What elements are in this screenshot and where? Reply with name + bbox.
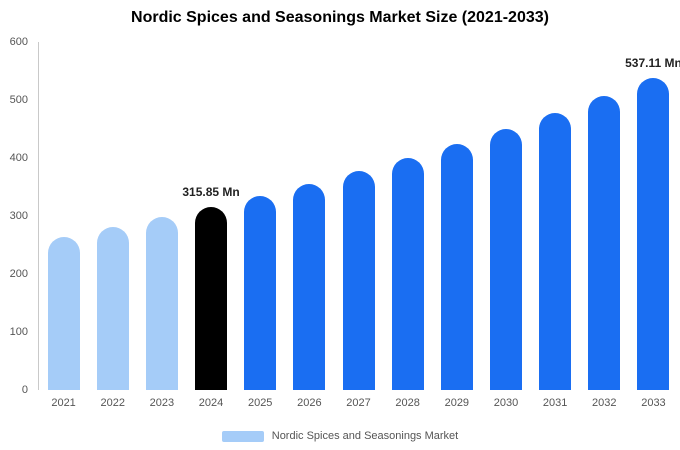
bar-slot: 2024 315.85 Mn	[182, 42, 239, 409]
x-axis-label: 2033	[641, 397, 666, 409]
bar-value-label: 537.11 Mn	[625, 56, 680, 71]
x-axis-label: 2025	[247, 397, 273, 409]
x-axis-label: 2028	[395, 397, 420, 409]
bar-slot: 2031	[531, 42, 580, 409]
x-axis-label: 2027	[346, 397, 371, 409]
bar-2028[interactable]	[391, 158, 424, 390]
x-axis-label: 2026	[297, 397, 322, 409]
y-tick-label: 100	[9, 326, 28, 338]
legend[interactable]: Nordic Spices and Seasonings Market	[0, 430, 680, 442]
bar-2026[interactable]	[293, 183, 326, 390]
bar-slot: 2027	[334, 42, 383, 409]
bar-slot: 2029	[432, 42, 481, 409]
legend-label: Nordic Spices and Seasonings Market	[271, 430, 459, 442]
x-axis-label: 2023	[149, 397, 175, 409]
bar-slot: 2023	[137, 42, 186, 409]
legend-swatch	[221, 430, 264, 442]
y-tick-label: 600	[9, 36, 28, 48]
bar-value-label: 315.85 Mn	[182, 184, 240, 199]
bar-2027[interactable]	[342, 171, 375, 390]
chart-title: Nordic Spices and Seasonings Market Size…	[131, 9, 549, 26]
bar-slot: 2033 537.11 Mn	[625, 42, 680, 409]
bar-2031[interactable]	[539, 113, 572, 390]
y-tick-label: 200	[9, 268, 28, 280]
x-axis-label: 2024	[198, 397, 224, 409]
y-tick-label: 400	[9, 152, 28, 164]
y-tick-label: 500	[9, 94, 28, 106]
bar-2033[interactable]	[637, 78, 670, 390]
bar-slot: 2032	[580, 42, 629, 409]
y-tick-label: 0	[21, 384, 28, 396]
bar-2025[interactable]	[244, 195, 277, 390]
bar-slot: 2025	[236, 42, 285, 409]
bar-2023[interactable]	[145, 217, 178, 390]
bar-2021[interactable]	[47, 236, 80, 390]
bar-slot: 2026	[285, 42, 334, 409]
x-axis-label: 2029	[444, 397, 470, 409]
plot-area: 2021 2022 2023 2024 315.85 Mn 2025 2026 2027 202…	[38, 42, 680, 409]
bar-2032[interactable]	[588, 96, 621, 390]
y-tick-label: 300	[9, 210, 28, 222]
x-axis-label: 2032	[592, 397, 617, 409]
bar-slot: 2030	[481, 42, 530, 409]
bar-slot: 2021	[39, 42, 88, 409]
x-axis-label: 2030	[493, 397, 519, 409]
bar-slot: 2028	[383, 42, 432, 409]
bar-2024[interactable]	[195, 206, 228, 390]
bar-2022[interactable]	[96, 227, 129, 390]
bar-slot: 2022	[88, 42, 137, 409]
x-axis-label: 2021	[51, 397, 76, 409]
x-axis-label: 2031	[542, 397, 568, 409]
bar-2029[interactable]	[440, 143, 473, 390]
bar-2030[interactable]	[489, 128, 522, 390]
x-axis-label: 2022	[100, 397, 125, 409]
